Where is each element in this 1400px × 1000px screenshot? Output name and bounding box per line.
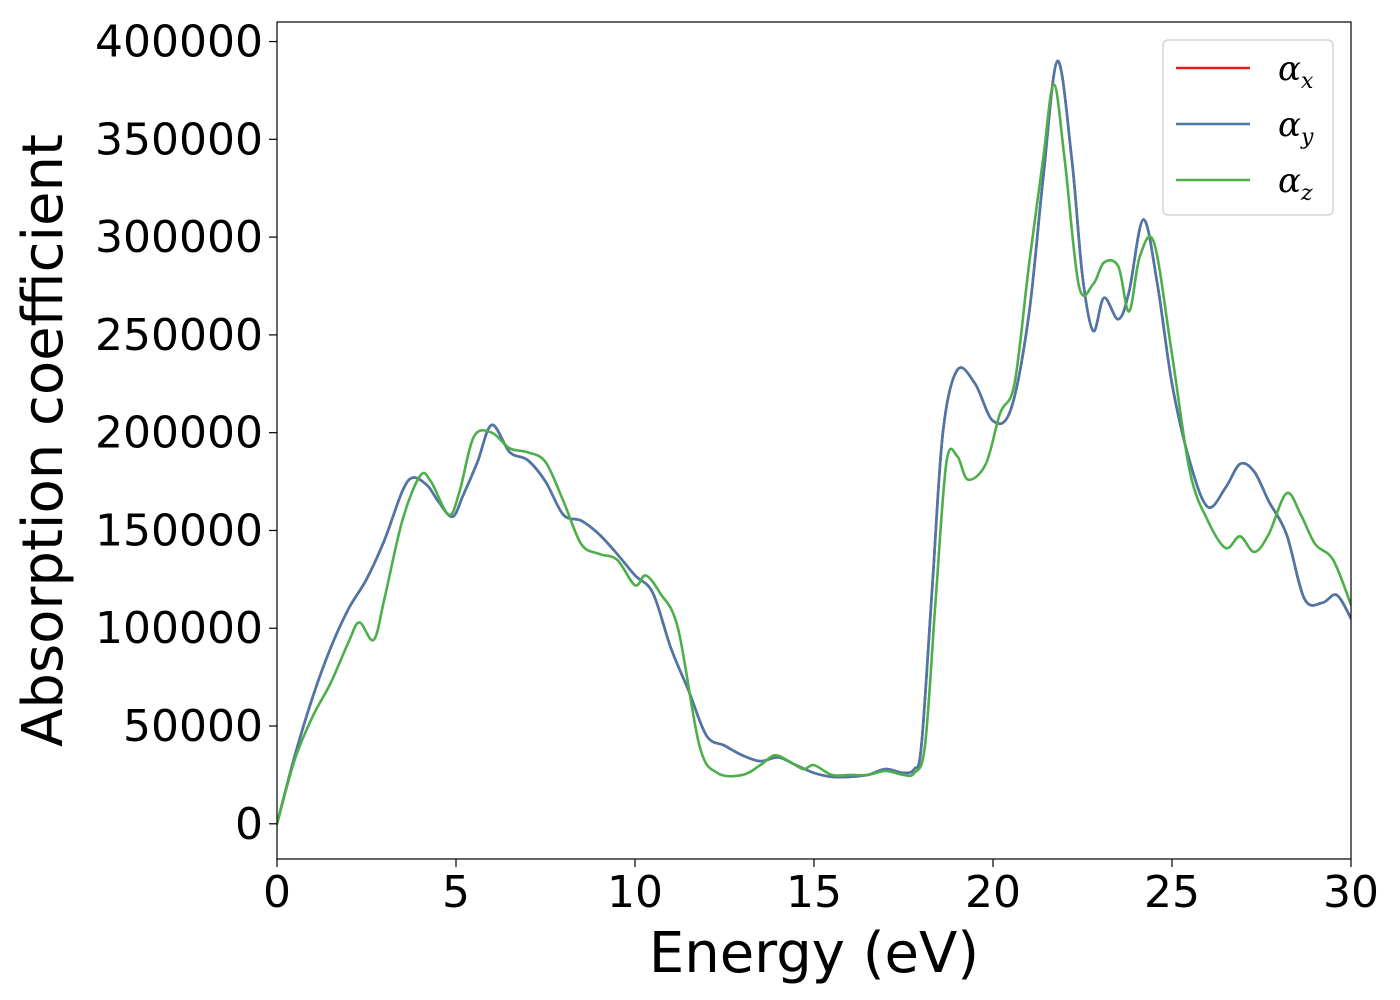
legend-item-x: αx	[1176, 49, 1314, 94]
y-tick-label: 150000	[95, 505, 263, 556]
x-tick-label: 30	[1323, 867, 1379, 918]
y-tick-label: 350000	[95, 114, 263, 165]
x-tick-label: 5	[442, 867, 470, 918]
y-tick-label: 250000	[95, 310, 263, 361]
y-axis-label: Absorption coefficient	[11, 134, 76, 747]
legend-item-z: αz	[1176, 161, 1313, 206]
x-tick-label: 20	[965, 867, 1021, 918]
y-tick-label: 0	[235, 799, 263, 850]
legend-label: αz	[1278, 161, 1313, 206]
y-tick-label: 300000	[95, 212, 263, 263]
legend-box	[1162, 39, 1334, 216]
legend-label: αx	[1278, 49, 1314, 94]
x-axis-label: Energy (eV)	[649, 921, 979, 986]
y-axis-ticks: 0 50000 100000 150000 200000 250000 300000 3500…	[95, 17, 277, 850]
x-tick-label: 15	[786, 867, 842, 918]
series-layer	[277, 59, 1351, 826]
x-tick-label: 25	[1144, 867, 1200, 918]
y-tick-label: 200000	[95, 408, 263, 459]
legend: αx αy αz	[1162, 39, 1334, 216]
x-tick-label: 10	[607, 867, 663, 918]
y-tick-label: 400000	[95, 17, 263, 68]
legend-label: αy	[1278, 105, 1314, 150]
x-tick-label: 0	[263, 867, 291, 918]
x-axis-ticks: 0 5 10 15 20 25 30	[263, 859, 1379, 918]
y-tick-label: 50000	[123, 701, 263, 752]
y-tick-label: 100000	[95, 603, 263, 654]
legend-item-y: αy	[1176, 105, 1314, 150]
series-line-z	[277, 83, 1351, 826]
